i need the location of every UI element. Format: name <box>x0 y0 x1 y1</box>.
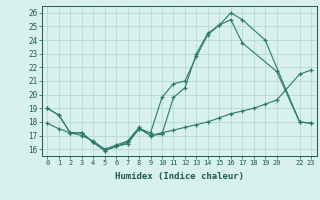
X-axis label: Humidex (Indice chaleur): Humidex (Indice chaleur) <box>115 172 244 181</box>
